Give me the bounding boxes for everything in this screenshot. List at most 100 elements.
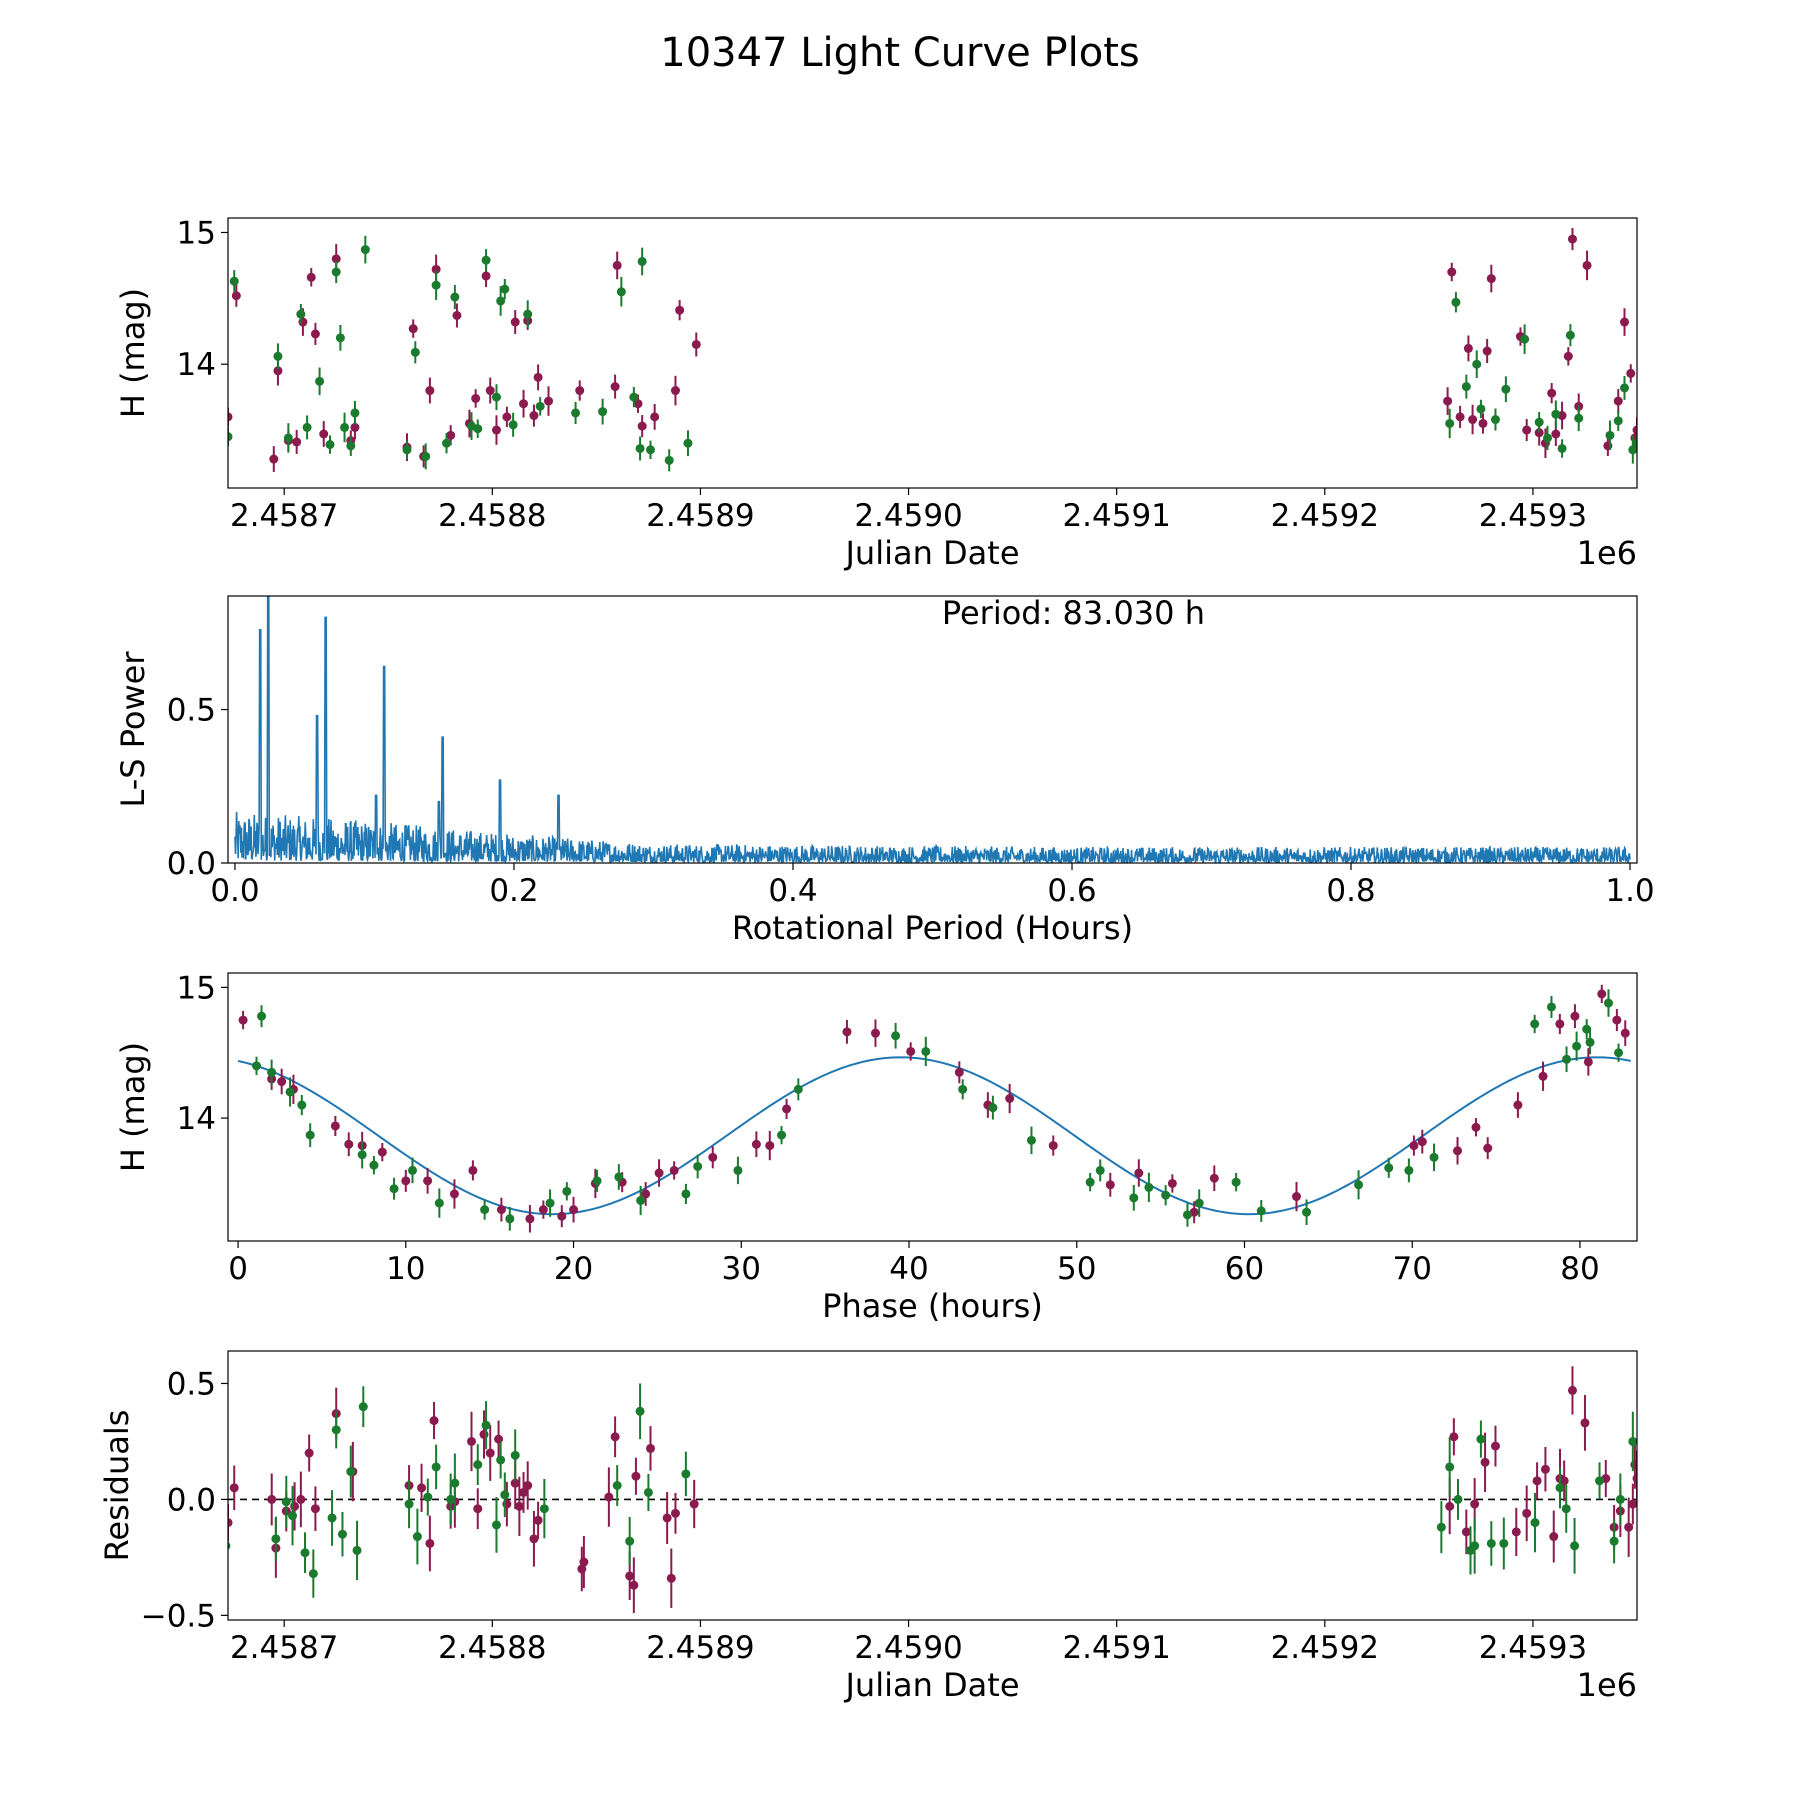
- data-point: [496, 1205, 506, 1215]
- data-point: [1570, 1541, 1580, 1551]
- data-point: [285, 1087, 295, 1097]
- data-point: [325, 440, 335, 450]
- x-tick-label: 2.4590: [854, 498, 962, 534]
- data-point: [1291, 1192, 1301, 1202]
- data-point: [402, 445, 412, 455]
- data-point: [252, 1061, 262, 1071]
- data-point: [238, 1015, 248, 1025]
- data-point: [921, 1046, 931, 1056]
- data-point: [1522, 425, 1532, 435]
- data-point: [670, 386, 680, 396]
- data-point: [539, 1504, 549, 1514]
- data-point: [485, 386, 495, 396]
- data-point: [508, 420, 518, 430]
- data-point: [331, 1425, 341, 1435]
- data-point: [337, 1529, 347, 1539]
- data-point: [479, 1429, 489, 1439]
- data-point: [782, 1104, 792, 1114]
- data-point: [491, 425, 501, 435]
- data-point: [612, 1481, 622, 1490]
- data-point: [331, 267, 341, 277]
- y-tick-label: 0.5: [167, 1366, 216, 1402]
- plot-area: [234, 596, 1631, 863]
- data-point: [491, 392, 501, 402]
- data-point: [1482, 346, 1492, 356]
- data-point: [1486, 1538, 1496, 1548]
- data-point: [473, 1504, 483, 1514]
- data-point: [575, 386, 585, 396]
- data-point: [793, 1084, 803, 1094]
- data-point: [473, 424, 483, 434]
- data-point: [571, 408, 581, 418]
- data-point: [1476, 1434, 1486, 1444]
- data-point: [267, 1494, 277, 1504]
- data-point: [1468, 415, 1478, 425]
- data-point: [434, 1198, 444, 1208]
- data-point: [645, 445, 655, 455]
- x-tick-label: 30: [722, 1251, 761, 1287]
- series-green: [252, 989, 1624, 1231]
- data-point: [467, 1436, 477, 1446]
- data-point: [423, 1492, 433, 1502]
- data-point: [842, 1027, 852, 1037]
- data-point: [431, 1462, 441, 1472]
- data-point: [1567, 234, 1577, 244]
- data-point: [906, 1046, 916, 1056]
- data-point: [1443, 396, 1453, 406]
- y-axis-label: Residuals: [98, 1410, 136, 1562]
- x-tick-label: 2.4592: [1271, 1630, 1379, 1666]
- data-point: [654, 1168, 664, 1178]
- data-point: [431, 264, 441, 274]
- x-tick-label: 2.4589: [646, 1630, 754, 1666]
- data-point: [1603, 998, 1613, 1008]
- data-point: [1603, 441, 1613, 451]
- data-point: [468, 1165, 478, 1175]
- data-point: [1567, 1385, 1577, 1395]
- x-axis-label: Julian Date: [843, 534, 1019, 572]
- data-point: [352, 1545, 362, 1555]
- data-point: [1609, 1536, 1619, 1546]
- data-point: [1595, 1476, 1605, 1486]
- data-point: [494, 1434, 504, 1444]
- data-point: [431, 280, 441, 290]
- data-point: [1559, 1476, 1569, 1486]
- panel-phased: 0 10 20 30 40 50 60 70 80 14 15 Phase (hours) H (mag…: [114, 970, 1638, 1325]
- data-point: [1574, 413, 1584, 423]
- data-point: [481, 1420, 491, 1430]
- data-point: [1463, 343, 1473, 353]
- fit-curve: [237, 1056, 1631, 1216]
- data-point: [1445, 418, 1455, 428]
- data-point: [1624, 1522, 1634, 1532]
- data-point: [277, 1077, 287, 1087]
- data-point: [612, 260, 622, 270]
- data-point: [425, 386, 435, 396]
- data-point: [377, 1147, 387, 1157]
- data-point: [1534, 417, 1544, 427]
- data-point: [1483, 1143, 1493, 1153]
- x-tick-label: 40: [889, 1251, 928, 1287]
- data-point: [1520, 334, 1530, 344]
- data-point: [228, 412, 233, 422]
- data-point: [1194, 1198, 1204, 1208]
- data-point: [614, 1172, 624, 1182]
- data-point: [1538, 1071, 1548, 1081]
- plot-area: [228, 1366, 1637, 1614]
- data-point: [1605, 430, 1615, 440]
- data-point: [304, 1448, 314, 1458]
- data-point: [357, 1150, 367, 1160]
- data-point: [401, 1176, 411, 1186]
- data-point: [408, 1165, 418, 1175]
- data-point: [625, 1571, 635, 1581]
- data-point: [229, 276, 239, 286]
- data-point: [331, 254, 341, 264]
- data-point: [1499, 1538, 1509, 1548]
- data-point: [579, 1557, 589, 1567]
- data-point: [1628, 1499, 1637, 1509]
- data-point: [525, 1214, 535, 1224]
- data-point: [446, 1494, 456, 1504]
- data-point: [298, 317, 308, 327]
- data-point: [1005, 1094, 1015, 1104]
- x-tick-label: 2.4591: [1062, 498, 1170, 534]
- data-point: [1445, 1462, 1455, 1472]
